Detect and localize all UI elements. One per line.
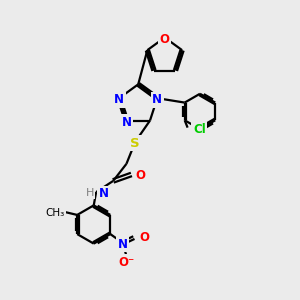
Text: CH₃: CH₃: [45, 208, 64, 218]
Text: N: N: [152, 93, 162, 106]
Text: S: S: [130, 137, 140, 150]
Text: O: O: [139, 231, 149, 244]
Text: O: O: [136, 169, 146, 182]
Text: H: H: [85, 188, 94, 198]
Text: N: N: [98, 187, 109, 200]
Text: N: N: [114, 93, 124, 106]
Text: N: N: [118, 238, 128, 251]
Text: N: N: [122, 116, 131, 129]
Text: Cl: Cl: [193, 123, 206, 136]
Text: O⁻: O⁻: [118, 256, 134, 268]
Text: O: O: [160, 32, 170, 46]
